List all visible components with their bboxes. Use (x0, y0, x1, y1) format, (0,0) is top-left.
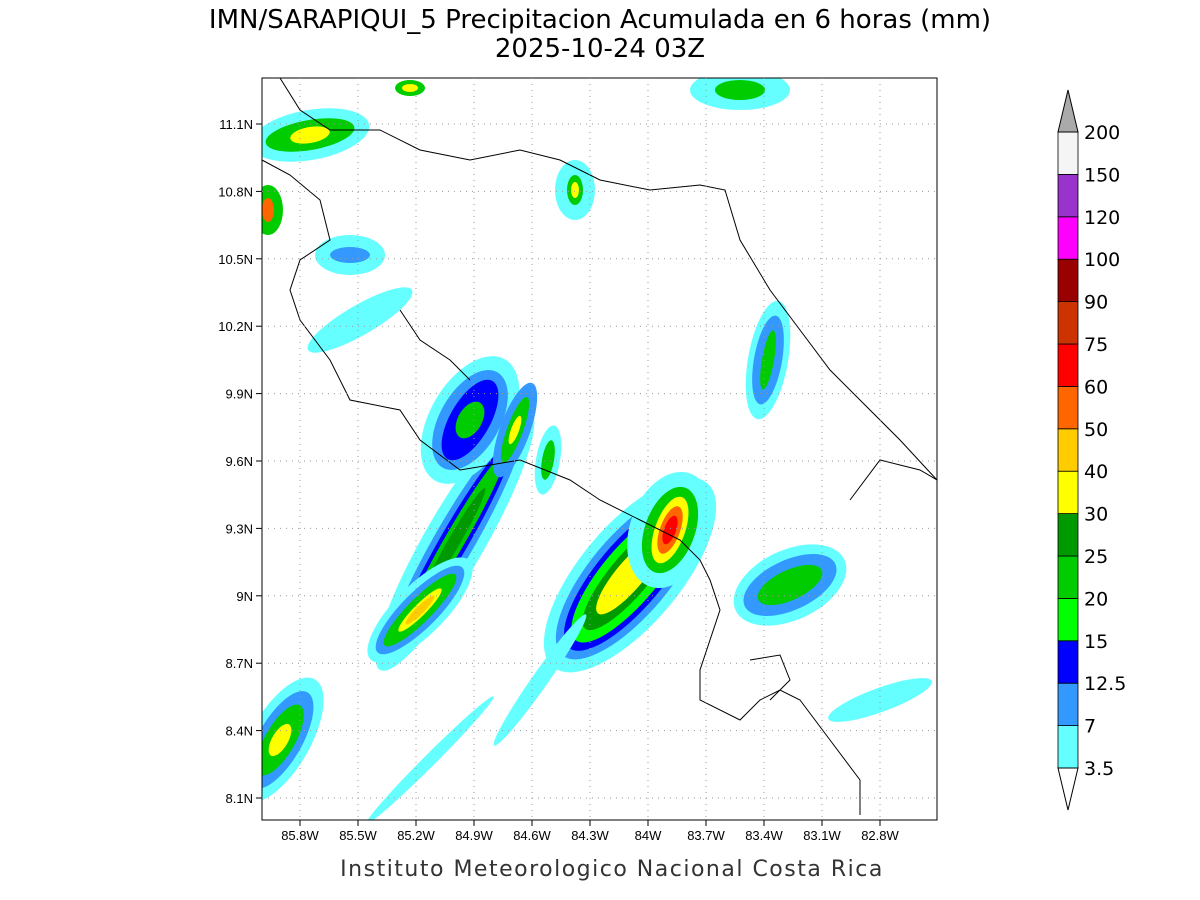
lat-tick-label: 9.3N (226, 521, 253, 536)
lat-tick-label: 10.5N (218, 252, 253, 267)
lat-tick-label: 10.2N (218, 319, 253, 334)
lon-tick-label: 85.8W (281, 828, 319, 843)
colorbar-segment (1057, 216, 1079, 260)
colorbar-label: 120 (1084, 207, 1120, 229)
colorbar-segment (1057, 513, 1079, 557)
lat-tick-label: 9N (236, 589, 253, 604)
colorbar-segment (1057, 725, 1079, 769)
lon-tick-label: 82.8W (861, 828, 899, 843)
colorbar-label: 20 (1084, 588, 1108, 610)
lon-tick-label: 84.6W (513, 828, 551, 843)
lon-tick-label: 84W (635, 828, 662, 843)
colorbar-label: 150 (1084, 164, 1120, 186)
colorbar-segment (1057, 385, 1079, 430)
subtitle: 2025-10-24 03Z (495, 34, 705, 64)
lat-tick-label: 10.8N (218, 184, 253, 199)
lon-tick-label: 85.5W (339, 828, 377, 843)
colorbar-label: 7 (1084, 716, 1096, 738)
lon-tick-label: 85.2W (397, 828, 435, 843)
lat-tick-label: 9.9N (226, 387, 253, 402)
colorbar-label: 12.5 (1084, 673, 1126, 695)
colorbar-label: 200 (1084, 122, 1120, 144)
colorbar-label: 15 (1084, 631, 1108, 653)
colorbar-label: 90 (1084, 292, 1108, 314)
colorbar-label: 50 (1084, 419, 1108, 441)
lat-tick-label: 8.1N (226, 791, 253, 806)
colorbar-over (1057, 89, 1079, 133)
colorbar-label: 100 (1084, 249, 1120, 271)
colorbar-segment (1057, 301, 1079, 345)
map-frame (261, 77, 938, 821)
lon-tick-label: 83.1W (803, 828, 841, 843)
lon-tick-label: 84.9W (455, 828, 493, 843)
colorbar-label: 60 (1084, 376, 1108, 398)
colorbar-label: 25 (1084, 546, 1108, 568)
lon-tick-label: 83.7W (687, 828, 725, 843)
lon-tick-label: 83.4W (745, 828, 783, 843)
colorbar-segment (1057, 343, 1079, 387)
lat-tick-label: 8.7N (226, 656, 253, 671)
colorbar-segment (1057, 428, 1079, 472)
colorbar-segment (1057, 555, 1079, 599)
title: IMN/SARAPIQUI_5 Precipitacion Acumulada … (209, 5, 991, 35)
lat-tick-label: 8.4N (226, 724, 253, 739)
colorbar-under (1057, 767, 1079, 811)
footer: Instituto Meteorologico Nacional Costa R… (340, 857, 884, 882)
colorbar-segment (1057, 640, 1079, 684)
colorbar-label: 75 (1084, 334, 1108, 356)
lat-tick-label: 11.1N (219, 117, 253, 132)
lat-tick-label: 9.6N (226, 454, 253, 469)
colorbar-label: 40 (1084, 461, 1108, 483)
colorbar-segment (1057, 682, 1079, 727)
colorbar-segment (1057, 173, 1079, 218)
colorbar-segment (1057, 598, 1079, 642)
colorbar-segment (1057, 470, 1079, 515)
colorbar-label: 30 (1084, 504, 1108, 526)
precip-field (262, 78, 937, 820)
lon-tick-label: 84.3W (571, 828, 609, 843)
colorbar-segment (1057, 258, 1079, 303)
colorbar-segment (1057, 131, 1079, 175)
colorbar-label: 3.5 (1084, 758, 1114, 780)
